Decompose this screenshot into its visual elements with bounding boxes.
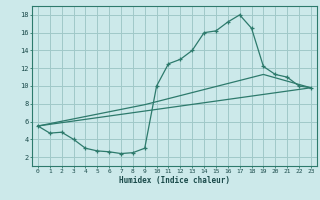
X-axis label: Humidex (Indice chaleur): Humidex (Indice chaleur) [119, 176, 230, 185]
